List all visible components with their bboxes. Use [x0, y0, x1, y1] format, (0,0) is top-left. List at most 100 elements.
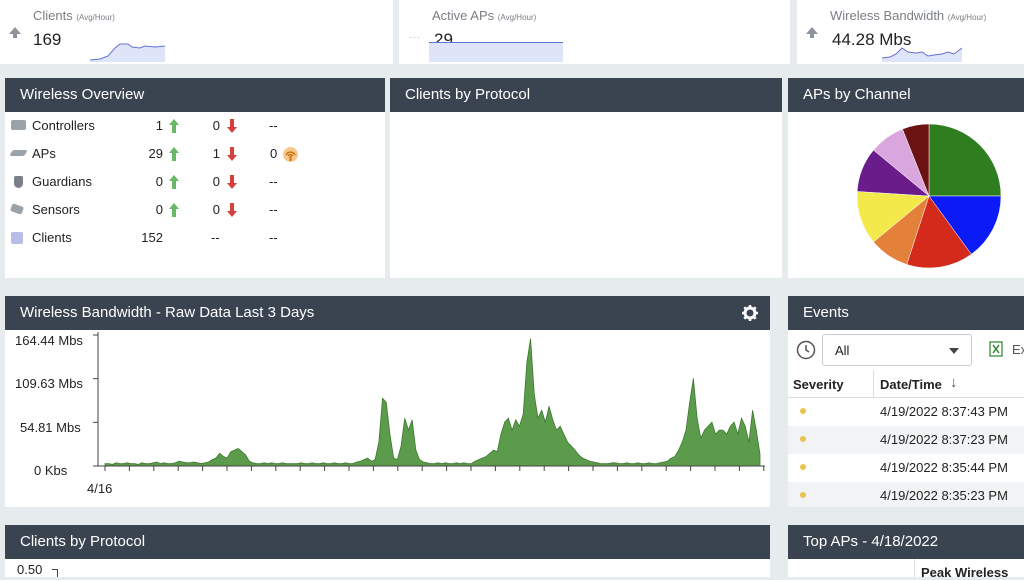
guardian-icon: [14, 176, 23, 188]
overview-label: Sensors: [32, 202, 80, 217]
overview-label: APs: [32, 146, 56, 161]
event-date: 4/19/2022 8:35:23 PM: [880, 488, 1008, 503]
bandwidth-panel: Wireless Bandwidth - Raw Data Last 3 Day…: [5, 296, 770, 507]
rogue-ap-icon[interactable]: [282, 146, 299, 163]
event-date: 4/19/2022 8:37:43 PM: [880, 404, 1008, 419]
events-filter-value: All: [835, 343, 850, 358]
pie-slice[interactable]: [928, 123, 1002, 197]
overview-row-aps[interactable]: APs 29 1 0: [5, 146, 385, 166]
event-row[interactable]: 4/19/2022 8:35:44 PM: [788, 454, 1024, 482]
kpi-clients-title: Clients (Avg/Hour): [33, 8, 115, 23]
pie-slice[interactable]: [902, 123, 930, 197]
arrow-down-icon: [227, 175, 237, 189]
bandwidth-area-chart[interactable]: [90, 332, 765, 477]
wireless-overview-title: Wireless Overview: [5, 78, 385, 112]
axis-tick: [52, 569, 57, 570]
overview-count: 152: [141, 230, 163, 245]
gear-icon[interactable]: [742, 305, 758, 321]
overview-down: 0: [212, 174, 220, 189]
overview-row-sensors[interactable]: Sensors 0 0 --: [5, 202, 385, 222]
controller-icon: [11, 120, 26, 130]
y-tick-label: 0 Kbs: [34, 463, 68, 478]
event-row[interactable]: 4/19/2022 8:37:23 PM: [788, 426, 1024, 454]
arrow-down-icon: [227, 147, 237, 161]
clients-by-protocol-bottom-panel: Clients by Protocol 0.50: [5, 525, 770, 577]
x-tick-label: 4/16: [87, 481, 113, 496]
overview-down: --: [211, 230, 220, 245]
events-panel: Events All Ex Severity Date/Time ↓ 4/19/…: [788, 296, 1024, 507]
export-label[interactable]: Ex: [1012, 342, 1024, 357]
chevron-down-icon: [949, 348, 959, 354]
events-filter-select[interactable]: All: [822, 334, 972, 366]
sensor-icon: [9, 203, 25, 215]
clients-by-protocol-title: Clients by Protocol: [390, 78, 782, 112]
overview-extra: 0: [270, 146, 278, 161]
aps-by-channel-panel: APs by Channel: [788, 78, 1024, 278]
kpi-bandwidth-value: 44.28 Mbs: [832, 30, 912, 49]
arrow-down-icon: [227, 203, 237, 217]
overview-label: Controllers: [32, 118, 95, 133]
overview-row-guardians[interactable]: Guardians 0 0 --: [5, 174, 385, 194]
col-datetime[interactable]: Date/Time: [880, 377, 942, 392]
overview-count: 29: [148, 146, 163, 161]
overview-row-clients[interactable]: Clients 152 -- --: [5, 230, 385, 250]
trend-up-icon: [806, 27, 818, 38]
event-date: 4/19/2022 8:37:23 PM: [880, 432, 1008, 447]
kpi-bandwidth-title: Wireless Bandwidth (Avg/Hour): [830, 8, 987, 23]
bandwidth-area-series[interactable]: [104, 338, 761, 467]
active-aps-sparkline: [429, 42, 563, 62]
client-icon: [11, 232, 23, 244]
overview-count: 0: [155, 202, 163, 217]
col-peak-wireless[interactable]: Peak Wireless: [921, 565, 1009, 580]
arrow-up-icon: [169, 119, 179, 133]
kpi-bandwidth[interactable]: Wireless Bandwidth (Avg/Hour) 44.28 Mbs: [797, 0, 1024, 64]
arrow-up-icon: [169, 147, 179, 161]
channel-pie-chart[interactable]: [856, 123, 1002, 269]
pie-slice[interactable]: [906, 195, 972, 269]
overview-row-controllers[interactable]: Controllers 1 0 --: [5, 118, 385, 138]
col-severity[interactable]: Severity: [793, 377, 844, 392]
severity-dot-icon: [800, 464, 806, 470]
arrow-up-icon: [169, 203, 179, 217]
clock-icon: [796, 340, 816, 360]
severity-dot-icon: [800, 408, 806, 414]
column-divider: [873, 370, 874, 398]
overview-down: 0: [212, 118, 220, 133]
bandwidth-title: Wireless Bandwidth - Raw Data Last 3 Day…: [5, 296, 770, 330]
overview-down: 0: [212, 202, 220, 217]
y-axis-line: [57, 569, 58, 577]
overview-count: 0: [155, 174, 163, 189]
y-tick-label: 0.50: [17, 562, 43, 577]
overview-extra: --: [269, 118, 278, 133]
event-row[interactable]: 4/19/2022 8:37:43 PM: [788, 398, 1024, 426]
access-point-icon: [9, 150, 28, 156]
severity-dot-icon: [800, 492, 806, 498]
severity-dot-icon: [800, 436, 806, 442]
kpi-clients[interactable]: Clients (Avg/Hour) 169: [0, 0, 393, 64]
aps-by-channel-title: APs by Channel: [788, 78, 1024, 112]
arrow-up-icon: [169, 175, 179, 189]
overview-extra: --: [269, 230, 278, 245]
sort-desc-icon[interactable]: ↓: [950, 374, 958, 391]
y-tick-label: 164.44 Mbs: [15, 333, 83, 348]
y-tick-label: 109.63 Mbs: [15, 376, 83, 391]
event-row[interactable]: 4/19/2022 8:35:23 PM: [788, 482, 1024, 507]
column-divider: [914, 559, 915, 577]
kpi-active-aps-title: Active APs (Avg/Hour): [432, 8, 537, 23]
kpi-active-aps[interactable]: Active APs (Avg/Hour) --- 29: [399, 0, 790, 64]
arrow-down-icon: [227, 119, 237, 133]
events-table-header: Severity Date/Time ↓: [788, 370, 1024, 398]
overview-down: 1: [212, 146, 220, 161]
excel-export-icon[interactable]: [989, 341, 1003, 357]
events-title: Events: [788, 296, 1024, 330]
overview-label: Clients: [32, 230, 72, 245]
wireless-overview-panel: Wireless Overview Controllers 1 0 -- APs…: [5, 78, 385, 278]
kpi-clients-value: 169: [33, 30, 62, 49]
trend-flat-icon: ---: [409, 32, 421, 42]
clients-sparkline: [90, 43, 165, 62]
top-aps-panel: Top APs - 4/18/2022 Peak Wireless: [788, 525, 1024, 580]
y-tick-label: 54.81 Mbs: [20, 420, 81, 435]
overview-extra: --: [269, 174, 278, 189]
event-date: 4/19/2022 8:35:44 PM: [880, 460, 1008, 475]
pie-slice[interactable]: [928, 195, 1002, 255]
